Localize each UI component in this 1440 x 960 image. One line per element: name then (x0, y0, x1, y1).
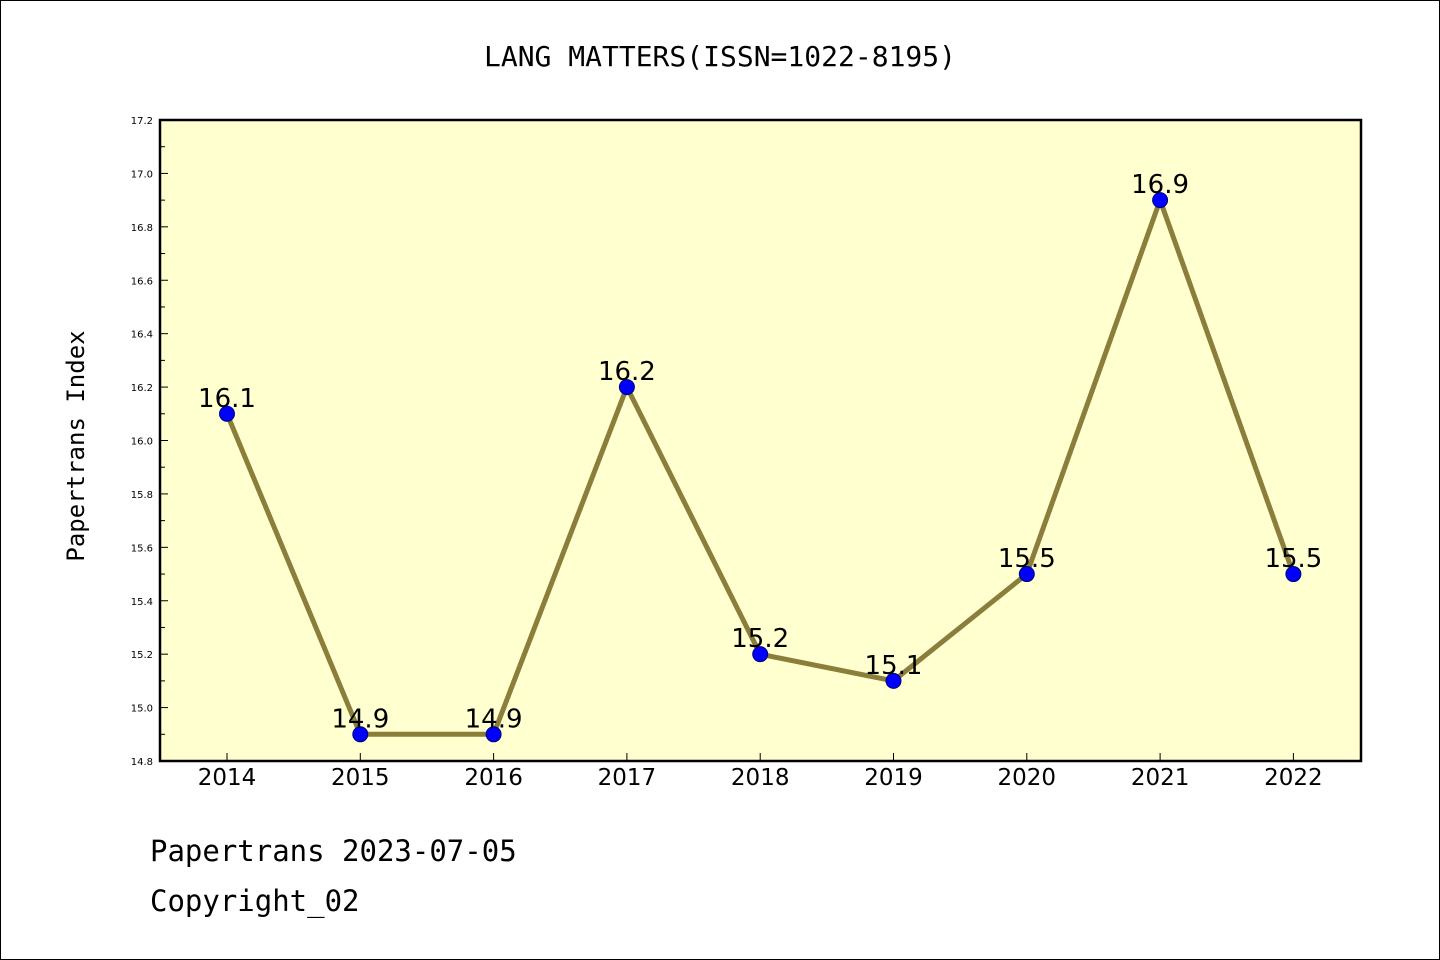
chart-title: LANG MATTERS(ISSN=1022-8195) (484, 40, 956, 73)
footer-copyright-text: Copyright_02 (150, 884, 360, 918)
data-label: 16.1 (198, 384, 256, 414)
data-label: 14.9 (331, 704, 389, 734)
data-label: 16.2 (598, 357, 656, 387)
y-tick-label: 15.6 (131, 543, 153, 554)
data-label: 15.5 (1264, 544, 1322, 574)
x-tick-label: 2015 (331, 765, 390, 791)
data-point-marker (352, 726, 369, 743)
data-label: 14.9 (465, 704, 523, 734)
x-tick-label: 2021 (1131, 765, 1190, 791)
y-tick-label: 16.4 (131, 330, 153, 341)
data-point-marker (1152, 192, 1169, 209)
data-point-marker (752, 646, 769, 663)
data-label: 15.5 (998, 544, 1056, 574)
plot-area (158, 118, 1363, 763)
data-point-marker (618, 379, 635, 396)
data-point-marker (1285, 566, 1302, 583)
data-point-marker (885, 672, 902, 689)
y-tick-label: 17.0 (131, 169, 153, 180)
data-point-marker (485, 726, 502, 743)
x-tick-label: 2018 (731, 765, 790, 791)
y-tick-label: 17.2 (131, 116, 153, 127)
data-label: 15.1 (865, 651, 923, 681)
y-tick-label: 16.2 (131, 383, 153, 394)
footer-date-text: Papertrans 2023-07-05 (150, 834, 517, 868)
x-axis: 2014 2015 2016 2017 2018 2019 2020 2021 2022 (198, 753, 1323, 791)
y-tick-label: 15.2 (131, 650, 153, 661)
data-point-marker (219, 405, 235, 422)
x-tick-label: 2017 (598, 765, 657, 791)
y-tick-label: 16.0 (131, 437, 153, 448)
y-tick-label: 14.8 (131, 757, 153, 768)
x-tick-label: 2020 (998, 765, 1057, 791)
series-layer: 16.1 14.9 14.9 16.2 15.2 15.1 15.5 16.9 15.5 (198, 170, 1322, 743)
data-label: 15.2 (731, 624, 789, 654)
y-tick-label: 15.8 (131, 490, 153, 501)
x-tick-label: 2016 (464, 765, 523, 791)
y-tick-label: 15.0 (131, 704, 153, 715)
y-axis-label: Papertrans Index (62, 330, 90, 561)
y-tick-label: 16.6 (131, 276, 153, 287)
x-tick-label: 2022 (1264, 765, 1323, 791)
x-tick-label: 2019 (864, 765, 923, 791)
y-axis: 14.8 15.0 15.2 15.4 15.6 15.8 16.0 16.2 16.4 16.6… (131, 116, 168, 768)
x-tick-label: 2014 (198, 765, 257, 791)
y-tick-label: 15.4 (131, 597, 153, 608)
data-point-marker (1018, 566, 1035, 583)
data-label: 16.9 (1131, 170, 1189, 200)
y-tick-label: 16.8 (131, 223, 153, 234)
